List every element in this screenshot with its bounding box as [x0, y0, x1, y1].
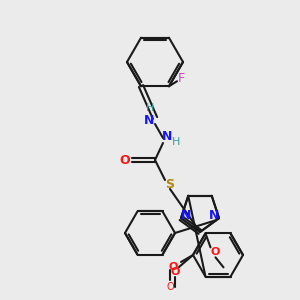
Text: O: O: [211, 247, 220, 257]
Text: S: S: [166, 178, 175, 191]
Text: N: N: [162, 130, 172, 142]
Text: H: H: [146, 103, 154, 113]
Text: N: N: [181, 209, 191, 222]
Text: F: F: [177, 72, 184, 85]
Text: H: H: [172, 137, 180, 147]
Text: O: O: [170, 267, 180, 277]
Text: N: N: [144, 115, 154, 128]
Text: O: O: [166, 282, 174, 292]
Text: O: O: [120, 154, 130, 166]
Text: N: N: [209, 209, 219, 222]
Text: O: O: [168, 262, 178, 272]
